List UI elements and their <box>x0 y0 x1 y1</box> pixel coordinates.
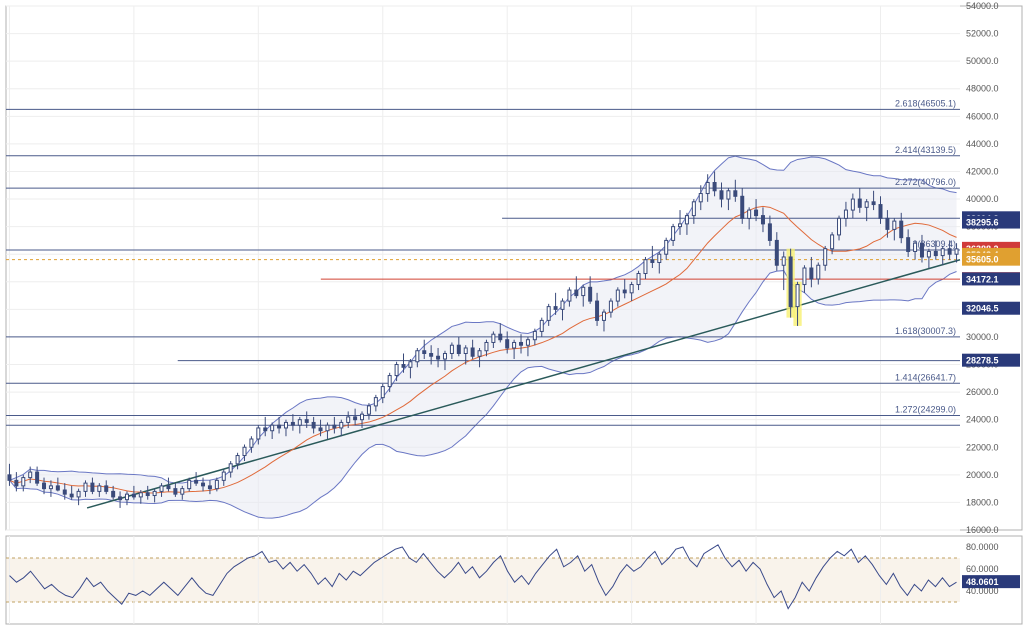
svg-text:20000.0: 20000.0 <box>966 470 999 480</box>
svg-text:26000.0: 26000.0 <box>966 387 999 397</box>
fib-label: 2.414(43139.5) <box>895 145 956 155</box>
price-tag: 28278.5 <box>966 356 999 366</box>
price-tag: 35605.0 <box>966 255 999 265</box>
svg-text:54000.0: 54000.0 <box>966 1 999 11</box>
chart-svg[interactable]: 16000.0 18000.0 20000.0 22000.0 24000.0 26000… <box>0 0 1024 630</box>
fib-label: 1.272(24299.0) <box>895 405 956 415</box>
trading-chart: 16000.0 18000.0 20000.0 22000.0 24000.0 26000… <box>0 0 1024 630</box>
svg-text:46000.0: 46000.0 <box>966 111 999 121</box>
fib-label: 1.618(30007.3) <box>895 326 956 336</box>
price-tag: 38295.6 <box>966 218 999 228</box>
price-tag: 34172.1 <box>966 274 999 284</box>
svg-text:16000.0: 16000.0 <box>966 525 999 535</box>
svg-text:52000.0: 52000.0 <box>966 29 999 39</box>
svg-text:80.0000: 80.0000 <box>966 542 999 552</box>
svg-text:24000.0: 24000.0 <box>966 415 999 425</box>
svg-text:48000.0: 48000.0 <box>966 84 999 94</box>
price-tag: 32046.5 <box>966 304 999 314</box>
svg-text:50000.0: 50000.0 <box>966 56 999 66</box>
svg-text:40000.0: 40000.0 <box>966 194 999 204</box>
svg-text:42000.0: 42000.0 <box>966 166 999 176</box>
svg-text:48.0601: 48.0601 <box>966 577 999 587</box>
svg-text:60.0000: 60.0000 <box>966 564 999 574</box>
svg-text:30000.0: 30000.0 <box>966 332 999 342</box>
fib-label: 1.414(26641.7) <box>895 372 956 382</box>
fib-label: 2.618(46505.1) <box>895 98 956 108</box>
svg-text:18000.0: 18000.0 <box>966 497 999 507</box>
svg-text:44000.0: 44000.0 <box>966 139 999 149</box>
fib-label: 2.272(40796.0) <box>895 177 956 187</box>
svg-text:22000.0: 22000.0 <box>966 442 999 452</box>
